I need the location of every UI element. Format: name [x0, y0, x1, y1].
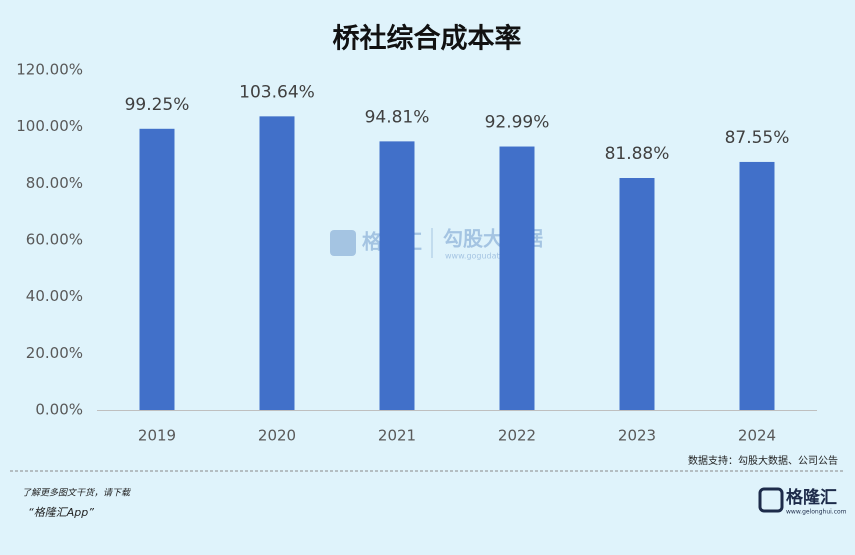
watermark-icon: [330, 230, 356, 256]
value-label: 103.64%: [239, 82, 315, 102]
chart-title: 桥社综合成本率: [333, 23, 522, 55]
bar: [139, 128, 175, 410]
x-tick-label: 2019: [138, 427, 176, 445]
footer-app: “格隆汇App”: [28, 506, 94, 519]
bar: [619, 178, 655, 410]
bar: [499, 146, 535, 411]
y-tick-label: 0.00%: [35, 401, 83, 419]
x-tick-label: 2022: [498, 427, 536, 445]
x-tick-label: 2021: [378, 427, 416, 445]
logo-icon: [758, 487, 784, 513]
value-label: 99.25%: [125, 95, 190, 115]
bar: [379, 141, 415, 410]
value-label: 87.55%: [725, 128, 790, 148]
value-label: 92.99%: [485, 113, 550, 133]
value-label: 94.81%: [365, 107, 430, 127]
watermark-url: www.gogudata.com: [445, 252, 524, 261]
bar: [259, 116, 295, 410]
value-label: 81.88%: [605, 144, 670, 164]
y-tick-label: 100.00%: [16, 117, 83, 135]
source: 数据支持：勾股大数据、公司公告: [688, 454, 838, 467]
y-tick-label: 40.00%: [26, 287, 83, 305]
x-tick-label: 2020: [258, 427, 296, 445]
y-tick-label: 120.00%: [16, 61, 83, 79]
x-tick-label: 2023: [618, 427, 656, 445]
logo-url: www.gelonghui.com: [786, 509, 847, 516]
logo-text: 格隆汇: [786, 487, 837, 508]
x-tick-label: 2024: [738, 427, 776, 445]
y-tick-label: 80.00%: [26, 174, 83, 192]
y-tick-label: 20.00%: [26, 344, 83, 362]
footer-prompt: 了解更多图文干货，请下载: [22, 488, 131, 499]
y-tick-label: 60.00%: [26, 231, 83, 249]
bar: [739, 161, 775, 410]
